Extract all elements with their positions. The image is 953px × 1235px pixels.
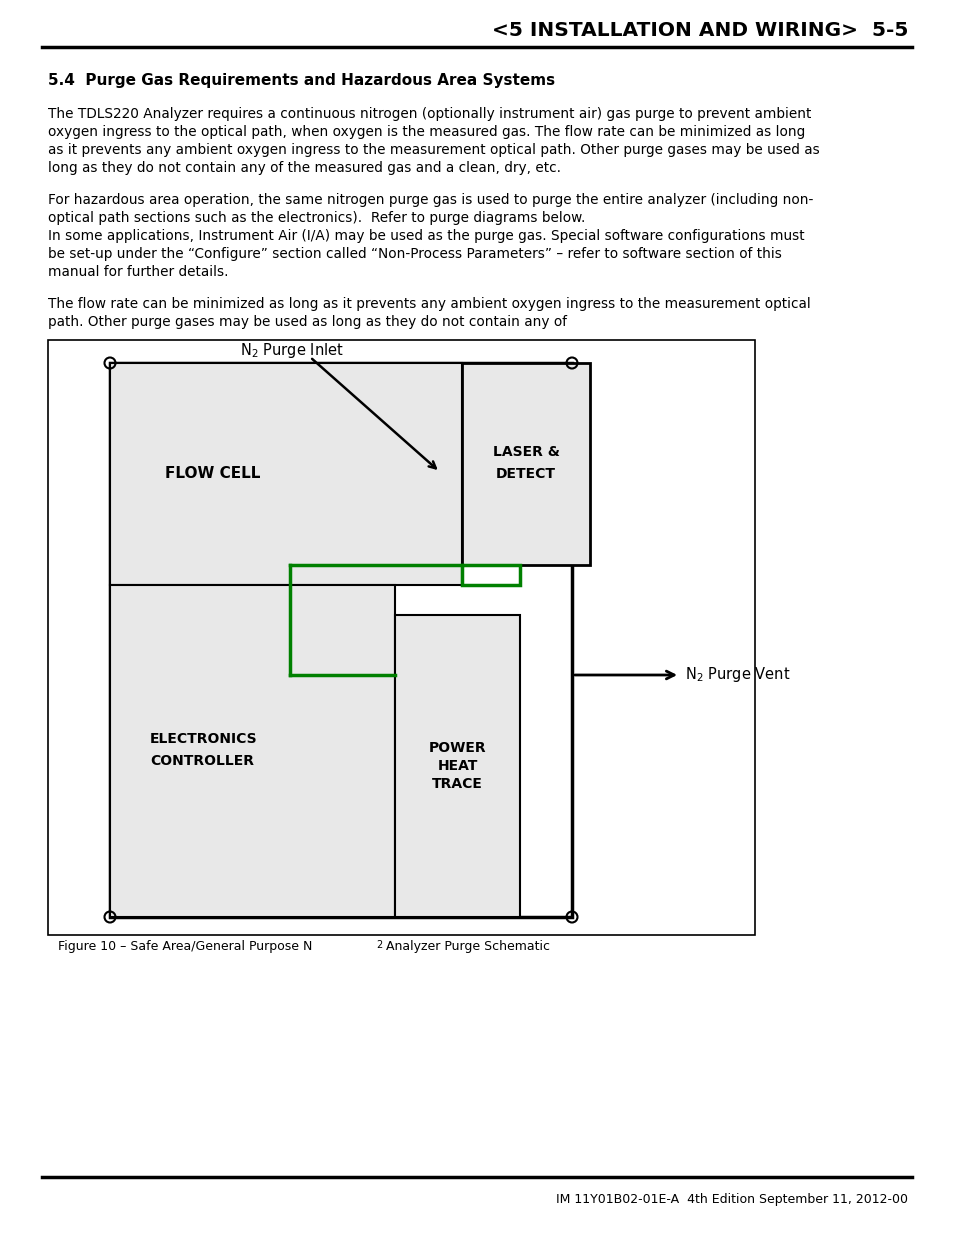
Text: The TDLS220 Analyzer requires a continuous nitrogen (optionally instrument air) : The TDLS220 Analyzer requires a continuo… [48, 107, 810, 121]
Text: be set-up under the “Configure” section called “Non-Process Parameters” – refer : be set-up under the “Configure” section … [48, 247, 781, 261]
Text: as it prevents any ambient oxygen ingress to the measurement optical path. Other: as it prevents any ambient oxygen ingres… [48, 143, 819, 157]
Text: TRACE: TRACE [432, 777, 482, 790]
Bar [110, 363, 461, 585]
Text: <5 INSTALLATION AND WIRING>  5-5: <5 INSTALLATION AND WIRING> 5-5 [491, 21, 907, 40]
Text: HEAT: HEAT [436, 760, 477, 773]
Text: The flow rate can be minimized as long as it prevents any ambient oxygen ingress: The flow rate can be minimized as long a… [48, 296, 810, 311]
Text: 5.4  Purge Gas Requirements and Hazardous Area Systems: 5.4 Purge Gas Requirements and Hazardous… [48, 73, 555, 88]
Text: optical path sections such as the electronics).  Refer to purge diagrams below.: optical path sections such as the electr… [48, 211, 585, 225]
Bar [110, 585, 395, 918]
Text: LASER &: LASER & [492, 445, 558, 459]
Text: Figure 10 – Safe Area/General Purpose N: Figure 10 – Safe Area/General Purpose N [58, 940, 312, 953]
Text: ELECTRONICS: ELECTRONICS [150, 732, 257, 746]
Text: long as they do not contain any of the measured gas and a clean, dry, etc.: long as they do not contain any of the m… [48, 161, 560, 175]
Bar [395, 615, 519, 918]
Text: POWER: POWER [428, 741, 486, 755]
Bar [461, 564, 519, 585]
Text: In some applications, Instrument Air (I/A) may be used as the purge gas. Special: In some applications, Instrument Air (I/… [48, 228, 803, 243]
Text: N$_2$ Purge Vent: N$_2$ Purge Vent [684, 666, 789, 684]
Text: DETECT: DETECT [496, 467, 556, 480]
Text: path. Other purge gases may be used as long as they do not contain any of: path. Other purge gases may be used as l… [48, 315, 566, 329]
Bar [110, 363, 572, 918]
Text: 2: 2 [375, 940, 382, 950]
Text: FLOW CELL: FLOW CELL [165, 467, 260, 482]
Text: Analyzer Purge Schematic: Analyzer Purge Schematic [381, 940, 550, 953]
Text: For hazardous area operation, the same nitrogen purge gas is used to purge the e: For hazardous area operation, the same n… [48, 193, 813, 207]
Text: CONTROLLER: CONTROLLER [150, 755, 253, 768]
Text: oxygen ingress to the optical path, when oxygen is the measured gas. The flow ra: oxygen ingress to the optical path, when… [48, 125, 804, 140]
Text: N$_2$ Purge Inlet: N$_2$ Purge Inlet [240, 341, 343, 359]
Bar [461, 363, 589, 564]
Bar [48, 340, 754, 935]
Text: manual for further details.: manual for further details. [48, 266, 229, 279]
Text: IM 11Y01B02-01E-A  4th Edition September 11, 2012-00: IM 11Y01B02-01E-A 4th Edition September … [556, 1193, 907, 1207]
